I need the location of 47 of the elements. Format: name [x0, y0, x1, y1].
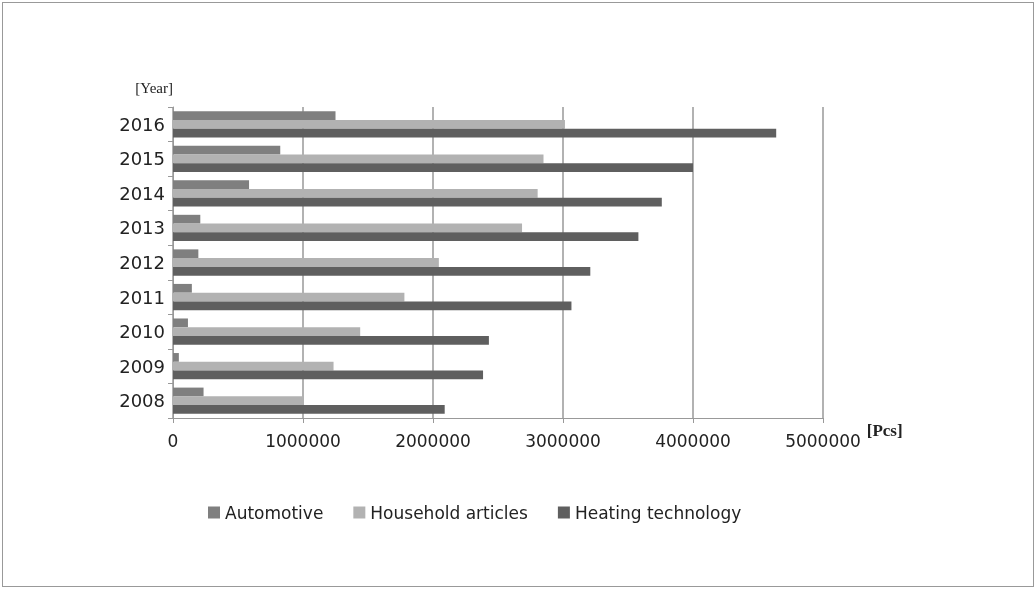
legend-label: Household articles: [370, 502, 529, 523]
legend-label: Automotive: [225, 502, 324, 523]
x-axis-title: [Pcs]: [866, 421, 903, 440]
bar: [173, 189, 538, 198]
bar: [173, 214, 201, 224]
x-tick-label: 1000000: [265, 430, 341, 451]
bar: [173, 396, 303, 406]
bar: [173, 163, 693, 172]
y-axis-title: [Year]: [135, 79, 173, 96]
y-tick-label: 2016: [119, 113, 165, 135]
bar: [173, 197, 662, 207]
bar: [173, 387, 204, 397]
bar: [173, 266, 591, 276]
y-tick-label: 2008: [119, 390, 165, 412]
bar: [173, 145, 281, 155]
bar: [173, 370, 484, 380]
y-tick-label: 2015: [119, 148, 165, 170]
x-tick-label: 0: [167, 430, 179, 451]
bar: [173, 154, 544, 164]
bar: [173, 318, 188, 328]
y-tick-label: 2012: [119, 252, 165, 273]
x-tick-label: 3000000: [525, 430, 601, 451]
bar: [173, 249, 199, 259]
y-tick-label: 2014: [119, 182, 165, 204]
x-tick-label: 4000000: [655, 430, 731, 451]
legend-label: Heating technology: [574, 502, 742, 523]
bar: [173, 335, 489, 345]
bar: [173, 128, 777, 138]
bar: [173, 327, 361, 336]
bar: [173, 223, 523, 233]
bar: [173, 232, 639, 242]
bar: [173, 283, 192, 293]
x-tick-label: 2000000: [395, 430, 471, 451]
y-tick-label: 2009: [119, 355, 165, 377]
bar: [173, 180, 250, 190]
bar: [173, 405, 445, 414]
y-tick-label: 2013: [119, 217, 165, 239]
bar: [173, 292, 405, 302]
bar: [173, 111, 336, 120]
bar: [173, 258, 439, 267]
bar: [173, 361, 334, 371]
x-tick-label: 5000000: [785, 430, 861, 451]
bar: [173, 301, 572, 311]
y-tick-label: 2010: [119, 321, 165, 343]
bar: [173, 119, 565, 129]
bar: [173, 353, 179, 362]
y-tick-label: 2011: [119, 286, 165, 308]
